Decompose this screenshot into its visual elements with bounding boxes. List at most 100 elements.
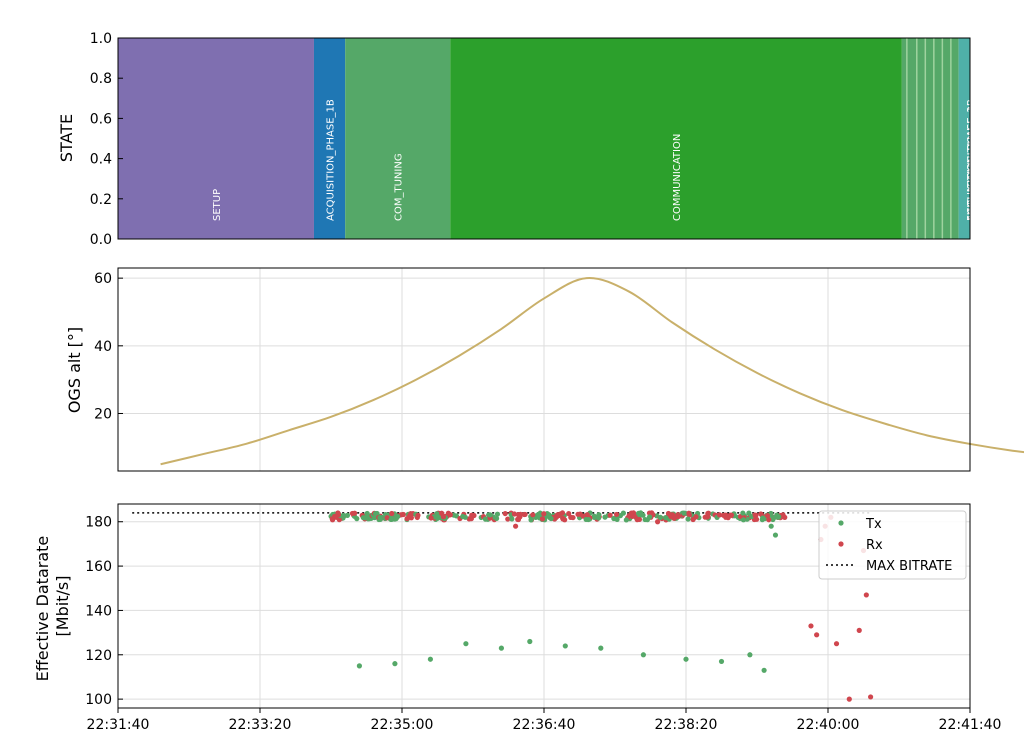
state-band-label: ACQUISITION_PHASE_2 [966, 106, 977, 221]
rx-point [868, 694, 874, 700]
datarate-dense-point [528, 517, 534, 523]
datarate-dense-point [562, 517, 568, 523]
rx-point [723, 514, 729, 520]
altitude-y-tick-label: 60 [94, 271, 112, 287]
altitude-panel: 20 40 60 OGS alt [°] [65, 267, 1024, 472]
datarate-dense-point [511, 511, 517, 517]
datarate-dense-band [328, 510, 788, 523]
datarate-dense-point [668, 514, 674, 520]
datarate-dense-point [740, 517, 747, 523]
state-band [313, 38, 346, 239]
datarate-dense-point [377, 516, 384, 522]
state-band-label: ACQUISITION_PHASE_1B [326, 99, 337, 221]
datarate-dense-point [494, 515, 500, 522]
datarate-dense-point [482, 516, 489, 522]
datarate-dense-point [462, 514, 468, 520]
datarate-dense-point [681, 510, 687, 516]
datarate-ylabel: Effective Datarate [Mbit/s] [33, 531, 72, 682]
rx-point [833, 641, 840, 647]
tx-point [427, 656, 433, 662]
state-band-label: ACQUISITION_PHASE_1B [966, 99, 977, 221]
datarate-dense-point [541, 511, 547, 517]
state-y-tick-label: 0.8 [90, 71, 112, 87]
datarate-dense-point [522, 511, 528, 518]
tx-point [768, 523, 774, 529]
datarate-dense-point [646, 514, 653, 520]
tx-point [775, 514, 781, 520]
rx-point [846, 696, 852, 702]
tx-point [527, 638, 533, 645]
tx-point [761, 667, 767, 673]
datarate-dense-point [591, 514, 598, 520]
datarate-dense-point [509, 516, 515, 522]
legend: Tx Rx MAX BITRATE [818, 510, 967, 580]
datarate-dense-point [502, 510, 508, 517]
tx-point [772, 532, 779, 538]
datarate-y-tick-label: 180 [85, 515, 112, 531]
altitude-y-ticks: 20 40 60 [94, 271, 123, 422]
datarate-dense-point [400, 511, 406, 518]
state-y-tick-label: 1.0 [90, 31, 112, 47]
datarate-panel: 100 120 140 160 180 22:31:40 22:33:20 22:35:00… [33, 503, 1002, 733]
datarate-dense-point [752, 512, 758, 519]
datarate-dense-point [363, 515, 369, 521]
state-band-stripe [941, 38, 944, 239]
tx-point [498, 645, 504, 651]
state-band-stripe [933, 38, 935, 239]
legend-box [818, 510, 967, 580]
datarate-dense-point [760, 515, 766, 521]
datarate-x-tick-label: 22:31:40 [87, 717, 150, 733]
state-band-stripe [924, 38, 927, 239]
datarate-points [356, 512, 874, 702]
datarate-dense-point [629, 513, 636, 520]
legend-max-bitrate-label: MAX BITRATE [866, 559, 952, 574]
state-band [118, 38, 314, 239]
datarate-dense-point [766, 517, 772, 523]
legend-rx-label: Rx [866, 538, 883, 553]
datarate-dense-point [637, 512, 643, 518]
datarate-x-tick-label: 22:35:00 [371, 717, 434, 733]
datarate-dense-point [636, 516, 643, 523]
datarate-dense-point [675, 513, 682, 520]
altitude-y-tick-label: 20 [94, 406, 112, 422]
rx-point [690, 516, 696, 523]
tx-point [640, 652, 647, 658]
datarate-dense-point [415, 512, 421, 518]
datarate-dense-point [537, 512, 543, 518]
datarate-dense-point [716, 512, 723, 518]
state-band-label: FINE_ACQUISITION [966, 128, 977, 221]
datarate-dense-point [393, 516, 399, 522]
legend-tx-label: Tx [865, 517, 882, 532]
datarate-dense-point [435, 515, 441, 521]
datarate-dense-point [596, 512, 602, 518]
datarate-dense-point [487, 512, 493, 518]
state-axes-frame [117, 37, 971, 240]
tx-point [392, 661, 398, 667]
tx-point [683, 656, 689, 662]
datarate-dense-point [388, 516, 394, 523]
datarate-x-tick-label: 22:41:40 [939, 717, 1002, 733]
datarate-ylabel-line1: Effective Datarate [33, 536, 52, 682]
datarate-y-tick-label: 100 [85, 692, 112, 708]
altitude-line [160, 277, 1024, 466]
tx-point [356, 663, 362, 669]
datarate-dense-point [406, 513, 412, 519]
datarate-x-ticks: 22:31:40 22:33:20 22:35:00 22:36:40 22:38:20… [87, 708, 1002, 733]
state-y-ticks: 0.0 0.2 0.4 0.6 0.8 1.0 [90, 31, 123, 248]
datarate-dense-point [539, 516, 546, 522]
datarate-dense-point [559, 510, 566, 516]
datarate-dense-point [354, 516, 360, 522]
state-y-tick-label: 0.0 [90, 232, 112, 248]
rx-point [513, 523, 519, 529]
state-band-label: COM_TUNING [394, 153, 405, 221]
datarate-dense-point [344, 512, 351, 518]
datarate-x-tick-label: 22:36:40 [513, 717, 576, 733]
state-ylabel: STATE [57, 114, 76, 162]
state-band [958, 38, 970, 239]
state-band-label: COMMUNICATION [672, 134, 683, 221]
datarate-dense-point [440, 514, 447, 520]
tx-point [598, 645, 604, 651]
datarate-dense-point [607, 512, 613, 518]
datarate-dense-point [613, 511, 620, 518]
datarate-dense-point [389, 510, 395, 517]
